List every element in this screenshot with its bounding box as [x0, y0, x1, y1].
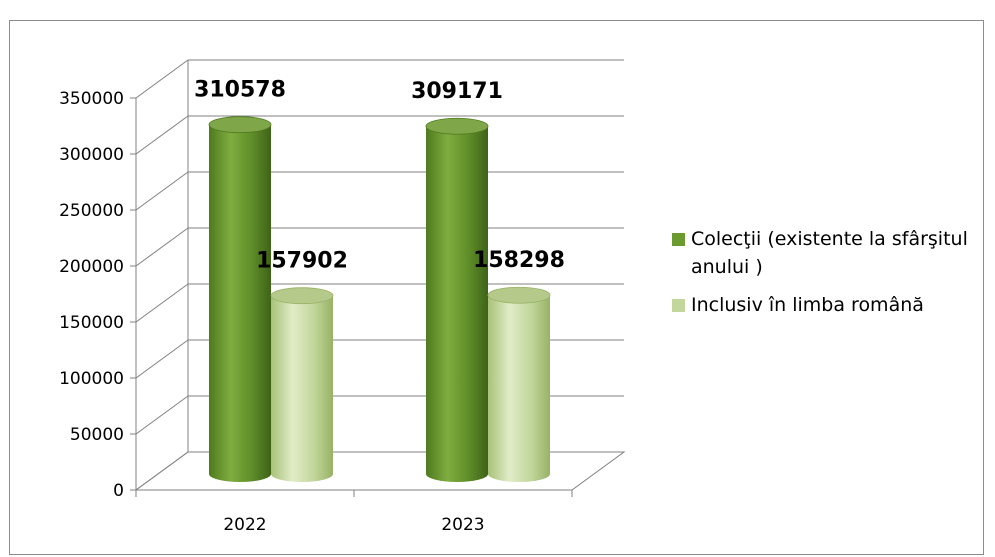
y-tick-label: 0: [113, 481, 124, 501]
bar-cylinder: [487, 286, 551, 482]
gridline-side: [135, 115, 189, 155]
gridline-side: [135, 171, 189, 211]
y-tick-label: 150000: [59, 313, 124, 333]
gridline-side: [135, 395, 189, 435]
labels-layer: 310578 157902 309171 158298: [194, 78, 565, 274]
legend-item-collections: Colecţii (existente la sfârşitul anului …: [672, 225, 987, 281]
data-label: 310578: [194, 78, 286, 103]
gridline-side: [135, 227, 189, 267]
bar-top: [208, 116, 272, 134]
gridline-side: [135, 339, 189, 379]
legend-swatch-romanian: [672, 299, 685, 312]
bar-top: [487, 286, 551, 304]
bars-layer: [208, 116, 551, 483]
bar-body: [488, 295, 550, 482]
x-tick-label: 2022: [223, 515, 266, 535]
bar-top: [425, 117, 489, 135]
bar-body: [271, 295, 333, 482]
legend-label-collections: Colecţii (existente la sfârşitul anului …: [691, 228, 968, 278]
y-tick-label: 350000: [59, 89, 124, 109]
data-label: 158298: [473, 248, 565, 273]
legend: Colecţii (existente la sfârşitul anului …: [672, 225, 987, 329]
y-tick-label: 200000: [59, 257, 124, 277]
axis-layer: 0 50000 100000 150000 200000 250000 300000 3500…: [59, 89, 573, 535]
gridline-side: [135, 283, 189, 323]
data-label: 309171: [411, 79, 503, 104]
y-tick-label: 50000: [70, 425, 124, 445]
legend-label-romanian: Inclusiv în limba română: [691, 294, 924, 316]
gridline-side: [135, 59, 189, 99]
bar-cylinder: [425, 117, 489, 483]
bar-cylinder: [270, 287, 334, 482]
bar-body: [426, 126, 488, 483]
legend-item-romanian: Inclusiv în limba română: [672, 291, 987, 319]
y-tick-label: 300000: [59, 145, 124, 165]
data-label: 157902: [256, 249, 348, 274]
legend-swatch-collections: [672, 233, 685, 246]
bar-cylinder: [208, 116, 272, 482]
y-tick-label: 100000: [59, 369, 124, 389]
x-tick-label: 2023: [441, 515, 484, 535]
bar-top: [270, 287, 334, 305]
bar-body: [209, 124, 271, 482]
y-tick-label: 250000: [59, 201, 124, 221]
